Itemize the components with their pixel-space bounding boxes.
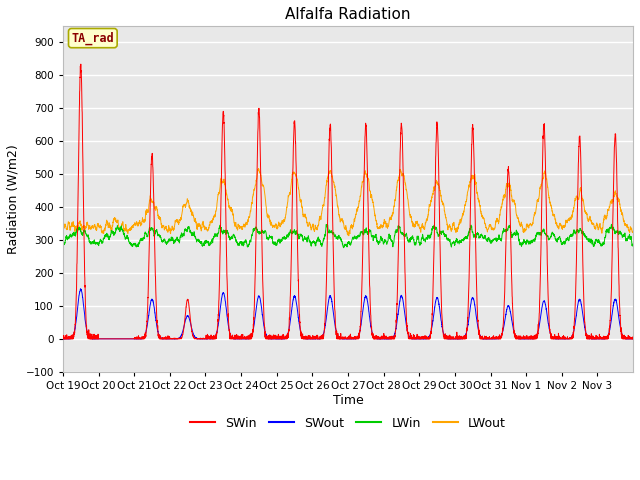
Y-axis label: Radiation (W/m2): Radiation (W/m2) [7, 144, 20, 254]
LWout [59, 225, 67, 231]
LWout [505, 180, 513, 186]
Line: SWin: SWin [63, 64, 633, 339]
SWin [533, 334, 541, 340]
SWout [59, 336, 67, 342]
LWout [400, 173, 408, 179]
SWin [77, 61, 84, 67]
LWin [547, 231, 555, 237]
LWout [548, 204, 556, 210]
SWin [59, 335, 67, 341]
LWin [59, 241, 67, 247]
SWout [177, 333, 185, 338]
LWout [345, 233, 353, 239]
SWin [177, 335, 185, 340]
Text: TA_rad: TA_rad [72, 32, 114, 45]
SWout [629, 336, 637, 342]
LWout [369, 202, 377, 208]
SWin [629, 336, 637, 342]
SWout [77, 286, 84, 292]
LWin [629, 243, 637, 249]
Line: LWin: LWin [63, 224, 633, 248]
SWout [532, 334, 540, 340]
SWin [400, 217, 408, 223]
SWin [548, 331, 556, 336]
SWout [400, 303, 408, 309]
LWout [255, 166, 262, 171]
SWin [505, 168, 513, 174]
LWin [608, 221, 616, 227]
LWin [177, 232, 185, 238]
Line: SWout: SWout [63, 289, 633, 339]
SWin [59, 336, 67, 342]
SWout [369, 333, 377, 339]
Line: LWout: LWout [63, 168, 633, 236]
SWout [547, 333, 555, 338]
SWin [369, 336, 377, 342]
SWout [505, 303, 513, 309]
LWin [400, 233, 408, 239]
X-axis label: Time: Time [333, 394, 364, 407]
LWout [533, 202, 541, 207]
LWout [629, 229, 637, 235]
LWin [340, 245, 348, 251]
Legend: SWin, SWout, LWin, LWout: SWin, SWout, LWin, LWout [185, 412, 511, 435]
LWin [369, 237, 377, 242]
LWin [505, 224, 513, 230]
LWout [177, 216, 185, 222]
LWin [532, 232, 540, 238]
Title: Alfalfa Radiation: Alfalfa Radiation [285, 7, 411, 22]
